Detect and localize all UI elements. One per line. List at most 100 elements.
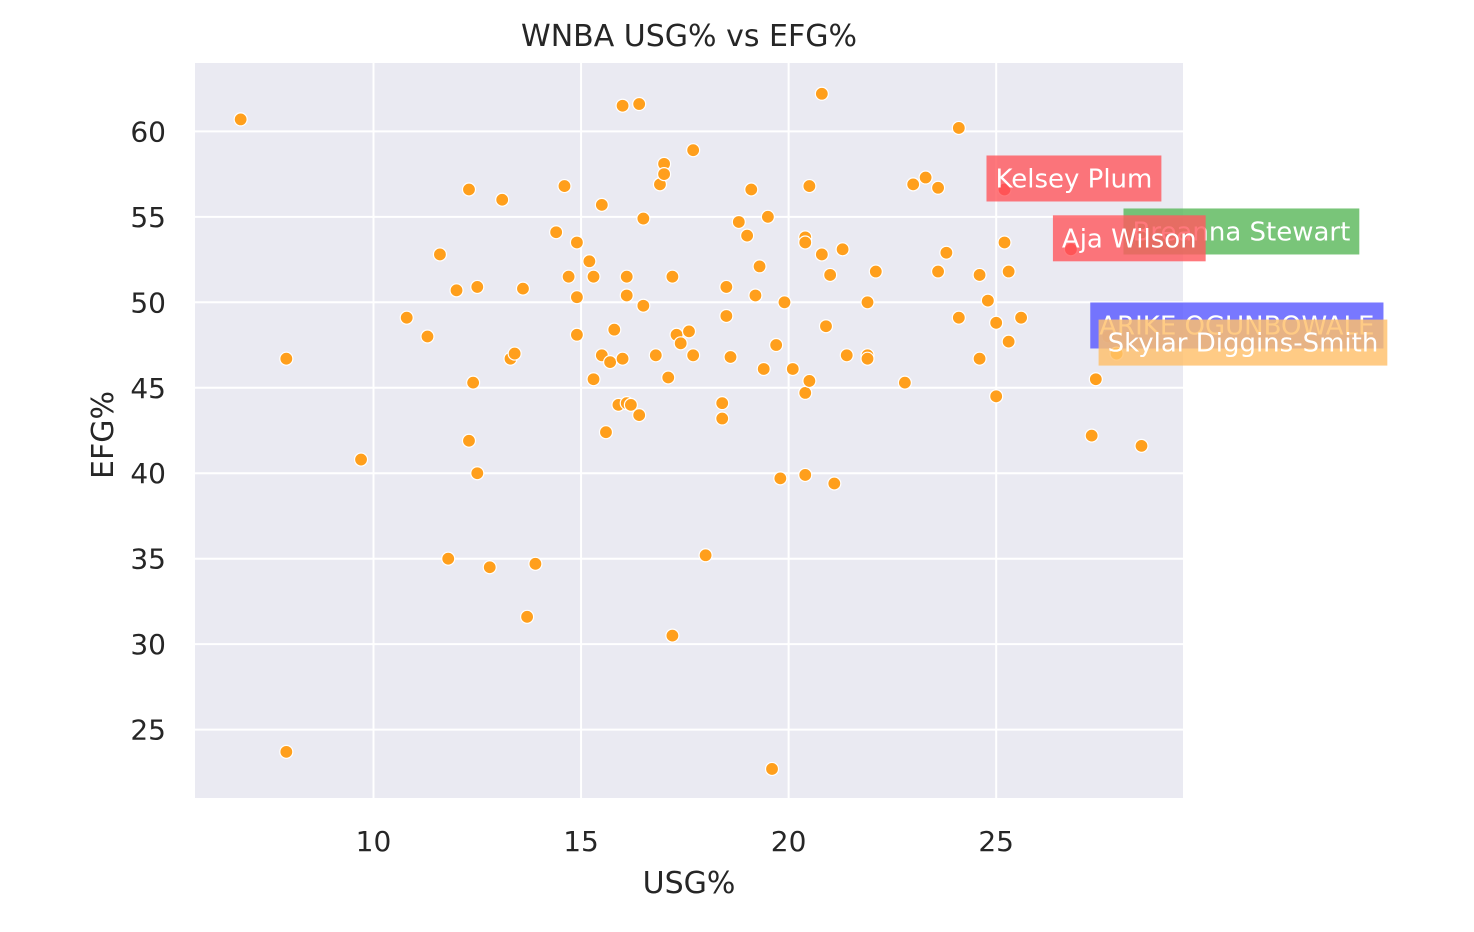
data-point: [760, 209, 775, 224]
data-point: [665, 269, 680, 284]
data-point: [802, 373, 817, 389]
data-point: [561, 269, 576, 284]
data-point: [623, 397, 638, 412]
data-point: [989, 389, 1004, 404]
data-point: [466, 375, 481, 390]
data-point: [432, 247, 448, 262]
chart-title: WNBA USG% vs EFG%: [521, 19, 857, 54]
y-tick-label: 25: [130, 714, 166, 747]
data-point: [686, 348, 701, 363]
data-point: [748, 288, 763, 303]
data-point: [1084, 428, 1099, 443]
data-point: [507, 346, 522, 361]
data-point: [470, 466, 485, 481]
annotation-box: [1052, 215, 1206, 262]
data-point: [586, 269, 601, 284]
data-point: [740, 228, 755, 243]
data-point: [632, 408, 647, 423]
y-tick-label: 50: [130, 286, 166, 319]
data-point: [495, 192, 510, 207]
data-points: [233, 86, 1149, 777]
data-point: [798, 385, 813, 400]
data-point: [918, 170, 933, 185]
data-point: [615, 98, 630, 113]
data-point: [951, 310, 966, 325]
data-point: [420, 329, 435, 344]
data-point: [951, 120, 966, 136]
data-point: [598, 425, 614, 440]
data-point: [549, 225, 564, 240]
data-point: [752, 259, 767, 274]
data-point: [802, 178, 817, 194]
annotation-box: [986, 155, 1162, 202]
data-point: [569, 327, 585, 342]
data-point: [723, 349, 738, 365]
data-point: [798, 235, 813, 250]
data-point: [569, 290, 585, 305]
data-point: [906, 177, 921, 192]
data-point: [661, 370, 676, 385]
annotation-box: [1098, 319, 1388, 366]
data-point: [1014, 310, 1029, 325]
x-axis-label: USG%: [643, 866, 736, 901]
data-point: [930, 264, 946, 279]
data-point: [686, 143, 701, 158]
data-point: [972, 351, 987, 366]
data-point: [930, 180, 946, 195]
data-point: [636, 298, 651, 313]
data-point: [1088, 372, 1103, 387]
data-point: [515, 281, 531, 296]
data-point: [719, 308, 734, 324]
data-point: [656, 167, 672, 182]
data-point: [470, 279, 485, 295]
data-point: [897, 375, 912, 390]
y-axis-label: EFG%: [86, 391, 121, 479]
x-tick-label: 25: [978, 825, 1014, 858]
data-point: [719, 279, 734, 295]
data-point: [399, 310, 414, 325]
data-point: [744, 182, 759, 197]
data-point: [520, 609, 535, 624]
data-point: [818, 319, 834, 334]
y-tick-label: 30: [130, 628, 166, 661]
data-point: [777, 295, 792, 310]
data-point: [798, 467, 813, 483]
data-point: [715, 396, 730, 411]
data-point: [814, 247, 829, 262]
data-point: [279, 351, 294, 366]
data-point: [972, 267, 987, 283]
data-point: [698, 548, 713, 563]
data-point: [615, 351, 630, 366]
data-point: [868, 264, 883, 279]
y-tick-label: 40: [130, 457, 166, 490]
data-point: [233, 112, 248, 127]
x-tick-label: 20: [771, 825, 807, 858]
data-point: [814, 86, 829, 101]
data-point: [1134, 438, 1149, 453]
data-point: [1001, 334, 1016, 349]
data-point: [603, 355, 618, 370]
annotation-text: Kelsey Plum: [995, 164, 1152, 194]
data-point: [835, 242, 850, 257]
data-point: [1001, 264, 1016, 279]
data-point: [279, 744, 294, 759]
y-tick-label: 60: [130, 115, 166, 148]
data-point: [557, 178, 572, 194]
y-tick-label: 35: [130, 543, 166, 576]
x-tick-label: 10: [356, 825, 392, 858]
data-point: [860, 351, 875, 366]
y-tick-label: 45: [130, 372, 166, 405]
grid: [195, 63, 1183, 798]
data-point: [353, 452, 369, 467]
data-point: [769, 337, 784, 353]
data-point: [939, 245, 954, 260]
data-point: [785, 361, 800, 377]
data-point: [756, 361, 771, 377]
data-point: [632, 96, 647, 112]
data-point: [482, 560, 497, 575]
data-point: [731, 214, 746, 230]
data-point: [665, 628, 680, 643]
data-point: [594, 197, 609, 212]
